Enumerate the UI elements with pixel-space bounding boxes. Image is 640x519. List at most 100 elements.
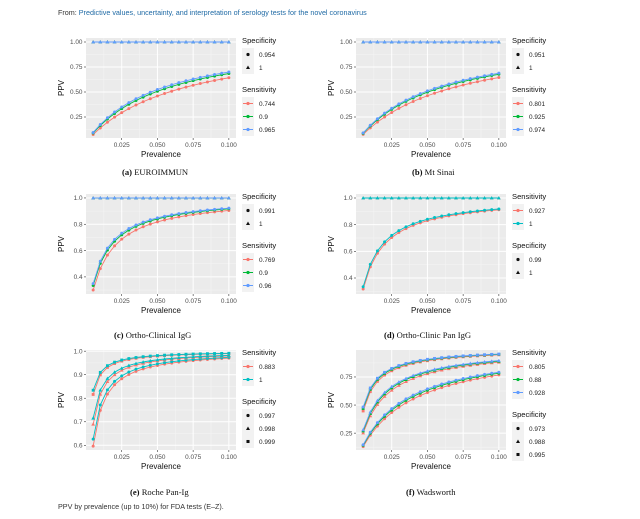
y-tick-label: 0.8 [74,395,83,402]
specificity-legend-label: 0.951 [529,52,545,59]
article-link[interactable]: Predictive values, uncertainty, and inte… [78,8,367,17]
data-point-se1-sp1 [468,196,473,200]
data-point-se0.769-sp0.991 [105,253,109,257]
x-tick-label: 0.025 [114,454,130,461]
data-point-se0.801-sp0.951 [418,96,422,100]
data-point-se0.965-sp0.954 [148,90,152,94]
data-point-se0.965-sp0.954 [113,110,117,114]
data-point-se0.805-sp0.973 [433,388,437,392]
data-point-se0.805-sp0.988 [418,374,423,378]
data-point-se1-sp0.999 [227,351,231,355]
data-point-se1-sp0.999 [163,353,166,357]
series-group [361,196,501,291]
specificity-legend-title: Specificity [512,410,546,419]
data-point-se0.769-sp0.991 [170,216,174,220]
data-point-se0.974-sp0.951 [375,117,379,121]
data-point-se0.928-sp0.988 [496,358,501,362]
subcaption-a: (a) EUROIMMUN [122,167,189,177]
x-axis-label: Prevalence [411,462,452,471]
legend-shape-circle [246,52,250,57]
legend-point-swatch [246,364,250,369]
data-point-se0.974-sp1 [368,40,373,44]
x-tick-label: 0.025 [114,142,130,149]
specificity-legend-title: Specificity [242,36,276,45]
data-point-se1-sp0.99 [468,210,472,214]
data-point-se0.974-sp1 [396,40,401,44]
x-tick-label: 0.100 [491,142,507,149]
specificity-legend-label: 0.954 [259,52,275,59]
data-point-se1-sp1 [475,196,480,200]
data-point-se0.974-sp0.951 [390,106,394,110]
data-point-se0.883-sp0.997 [134,369,138,373]
chart-panel-f: 0.025 0.050 0.075 0.100 0.25 0.50 0.75 Prevalen… [320,342,590,502]
specificity-legend-title: Specificity [512,241,546,250]
sensitivity-legend-key-bg [512,204,524,230]
data-point-se0.805-sp0.973 [397,405,401,409]
data-point-se0.927-sp0.99 [361,287,365,291]
legend-point-swatch [516,101,520,106]
sensitivity-legend-title: Sensitivity [512,85,546,94]
data-point-se0.965-sp0.954 [191,77,195,81]
y-axis-label: PPV [327,235,336,252]
data-point-se0.928-sp0.988 [475,360,480,365]
data-point-se0.928-sp0.995 [497,352,501,356]
x-tick-label: 0.100 [221,454,237,461]
data-point-se0.928-sp0.988 [432,367,437,371]
x-tick-label: 0.025 [384,454,400,461]
legend-point-swatch [516,390,520,395]
sensitivity-legend-label: 1 [529,221,533,228]
data-point-se0.96-sp1 [119,196,124,200]
data-point-se0.805-sp0.995 [390,369,394,373]
series-group [91,40,231,136]
specificity-legend-key-bg [242,204,254,230]
data-point-se0.974-sp1 [361,40,366,44]
data-point-se1-sp0.99 [404,225,408,229]
data-point-se0.96-sp0.991 [227,206,231,210]
x-axis-label: Prevalence [141,462,182,471]
chart-svg-c: 0.025 0.050 0.075 0.100 0.4 0.6 0.8 1.0 Prevalen… [57,192,276,315]
data-point-se0.965-sp0.954 [91,130,95,134]
data-point-se0.805-sp0.995 [361,409,365,413]
data-point-se0.801-sp0.951 [454,85,458,89]
data-point-se0.805-sp0.995 [368,390,372,394]
data-point-se1-sp0.999 [156,354,159,357]
x-axis-label: Prevalence [141,306,182,315]
sensitivity-legend-label: 0.9 [259,270,268,277]
data-point-se0.883-sp0.998 [126,365,131,369]
data-point-se1-sp0.999 [113,360,116,364]
data-point-se0.928-sp0.995 [397,364,401,367]
data-point-se0.801-sp0.951 [475,80,479,84]
x-tick-label: 0.050 [149,298,165,305]
specificity-legend-label: 0.99 [529,257,542,264]
subcaption-e: (e) Roche Pan-Ig [130,487,189,497]
plot-background [356,350,506,450]
data-point-se1-sp1 [375,196,380,200]
data-point-se0.974-sp1 [439,40,444,44]
data-point-se0.96-sp1 [141,196,146,200]
data-point-se0.769-sp0.991 [98,267,102,271]
data-point-se0.805-sp0.973 [454,382,458,386]
y-tick-label: 0.50 [340,89,353,96]
data-point-se0.974-sp0.951 [490,72,494,76]
data-point-se1-sp0.998 [162,357,167,361]
data-point-se0.965-sp1 [219,40,224,44]
data-point-se0.96-sp0.991 [213,207,217,211]
data-point-se0.928-sp0.995 [426,357,429,361]
data-point-se0.96-sp0.991 [141,220,145,224]
data-point-se0.769-sp0.991 [191,213,195,217]
y-tick-label: 0.8 [74,221,83,228]
data-point-se1-sp1 [461,196,466,200]
legend-shape-triangle [516,270,520,274]
data-point-se0.965-sp1 [226,40,231,44]
legend-point-swatch [246,257,250,262]
data-point-se1-sp0.998 [98,388,103,392]
data-point-se0.928-sp0.988 [482,359,487,364]
data-point-se0.883-sp0.998 [91,422,96,426]
data-point-se1-sp1 [368,196,373,200]
data-point-se0.928-sp0.973 [375,421,379,425]
data-point-se0.769-sp0.991 [163,218,167,222]
data-point-se1-sp0.99 [433,216,437,220]
data-point-se0.928-sp0.988 [446,364,451,368]
data-point-se0.769-sp0.991 [127,232,131,236]
data-point-se1-sp0.998 [184,355,188,359]
